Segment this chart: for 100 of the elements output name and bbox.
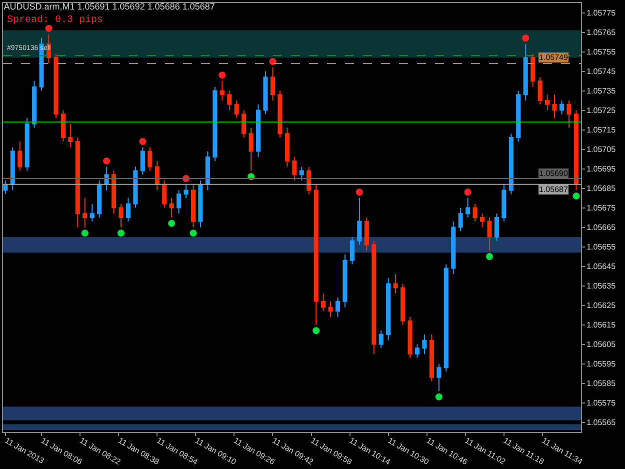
candlestick [487, 217, 492, 252]
candlestick [372, 240, 376, 354]
point [190, 230, 197, 237]
candlestick [18, 140, 22, 172]
candlestick [90, 203, 94, 222]
candlestick [466, 198, 470, 218]
candlestick [559, 100, 564, 115]
candlestick [133, 166, 138, 208]
point [218, 72, 226, 79]
candlestick [502, 184, 506, 222]
candlestick [451, 220, 456, 275]
candlestick [378, 330, 384, 349]
candlestick [436, 363, 442, 392]
y-tick-label: 1.05665 [586, 223, 616, 232]
candlestick [220, 80, 224, 101]
candlestick [414, 344, 420, 358]
candlestick [444, 264, 448, 372]
candlestick [184, 184, 188, 198]
y-tick-label: 1.05715 [586, 126, 616, 135]
candlestick [97, 180, 102, 218]
point [486, 253, 493, 260]
candlestick [82, 198, 88, 228]
point [435, 393, 442, 400]
candlestick [148, 146, 152, 172]
candlestick [284, 127, 290, 168]
candlestick [248, 127, 254, 172]
candlestick [429, 334, 434, 382]
y-tick-label: 1.05565 [586, 418, 616, 428]
candlestick [227, 90, 232, 111]
point [118, 230, 125, 237]
candlestick [422, 334, 427, 354]
point [168, 220, 176, 227]
ref-line-label: 1.05690 [539, 169, 568, 178]
ref-line-label: 1.05687 [539, 185, 568, 194]
candlestick [242, 110, 246, 138]
point [522, 34, 530, 42]
candlestick [292, 156, 297, 181]
candlestick [278, 90, 282, 138]
candlestick [523, 43, 528, 101]
candlestick [538, 76, 542, 105]
candlestick [494, 213, 499, 242]
y-tick-label: 1.05645 [586, 262, 616, 272]
candlestick [335, 296, 340, 318]
candlestick [574, 110, 578, 191]
candlestick [75, 137, 80, 228]
y-tick-label: 1.05635 [586, 282, 616, 291]
y-tick-label: 1.05745 [586, 67, 616, 76]
y-tick-label: 1.05735 [586, 86, 616, 96]
y-tick-label: 1.05605 [586, 340, 616, 350]
candlestick [393, 274, 398, 294]
point [269, 58, 276, 65]
y-tick-label: 1.05595 [586, 360, 616, 369]
point [464, 188, 472, 196]
candlestick [112, 170, 116, 214]
point [312, 327, 320, 334]
candlestick [350, 236, 354, 265]
y-tick-label: 1.05705 [586, 145, 616, 154]
candlestick [342, 254, 348, 308]
y-tick-label: 1.05575 [586, 398, 616, 408]
candlestick [118, 203, 124, 228]
candlestick [357, 198, 362, 246]
point [572, 192, 580, 200]
candlestick [54, 53, 58, 119]
candlestick [154, 160, 160, 191]
y-tick-label: 1.05775 [586, 8, 616, 18]
y-tick-label: 1.05625 [586, 301, 616, 310]
y-tick-label: 1.05755 [586, 48, 616, 57]
candlestick [140, 146, 145, 176]
candlestick [321, 293, 326, 312]
candlestick [508, 133, 514, 195]
candlestick [68, 123, 73, 148]
candlestick [32, 80, 37, 128]
candlestick [386, 277, 391, 341]
y-tick-label: 1.05685 [586, 184, 616, 194]
candlestick [10, 146, 15, 191]
candlestick [176, 190, 182, 214]
y-tick-label: 1.05765 [586, 28, 616, 38]
candlestick [169, 198, 174, 218]
y-tick-label: 1.05695 [586, 164, 616, 174]
candlestick [566, 100, 572, 128]
y-tick-label: 1.05675 [586, 204, 616, 213]
candlestick [480, 213, 485, 228]
candlestick [364, 217, 369, 252]
candlestick [408, 316, 412, 358]
candlestick [212, 86, 218, 162]
candlestick [205, 150, 210, 191]
candlestick [126, 198, 130, 222]
candlestick [458, 207, 463, 232]
candlestick [256, 104, 261, 158]
candlestick [314, 184, 318, 326]
candlestick [234, 100, 239, 119]
candlestick [299, 166, 304, 181]
candlestick [472, 203, 478, 222]
candlestick [263, 70, 268, 115]
candlestick [516, 90, 521, 142]
candlestick [328, 300, 333, 318]
y-tick-label: 1.05655 [586, 242, 616, 252]
candlestick [530, 53, 536, 88]
candlestick [60, 110, 66, 142]
point [103, 157, 110, 164]
